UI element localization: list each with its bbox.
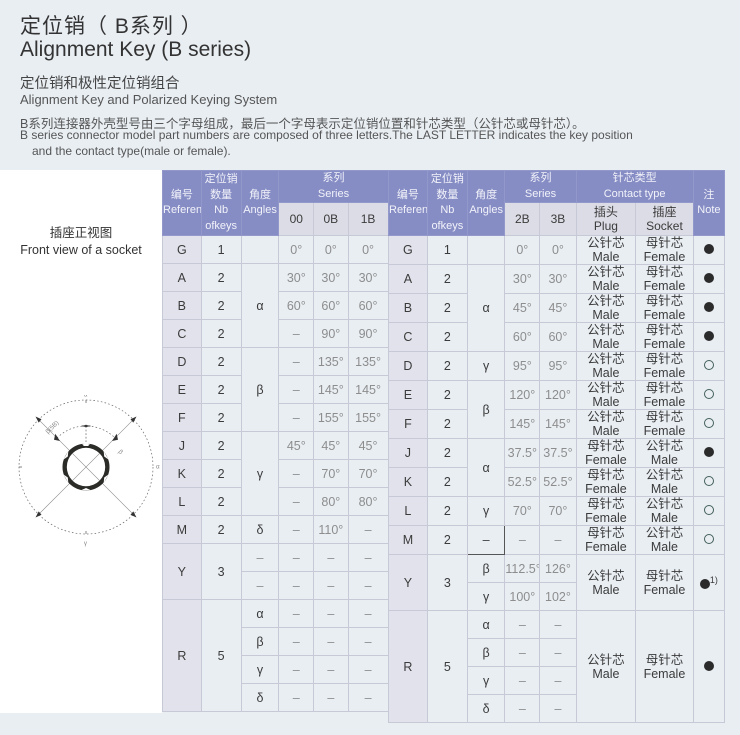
svg-text:α: α: [84, 395, 88, 399]
svg-text:α: α: [156, 464, 160, 471]
svg-text:β: β: [117, 448, 125, 456]
svg-text:γ: γ: [84, 540, 88, 547]
